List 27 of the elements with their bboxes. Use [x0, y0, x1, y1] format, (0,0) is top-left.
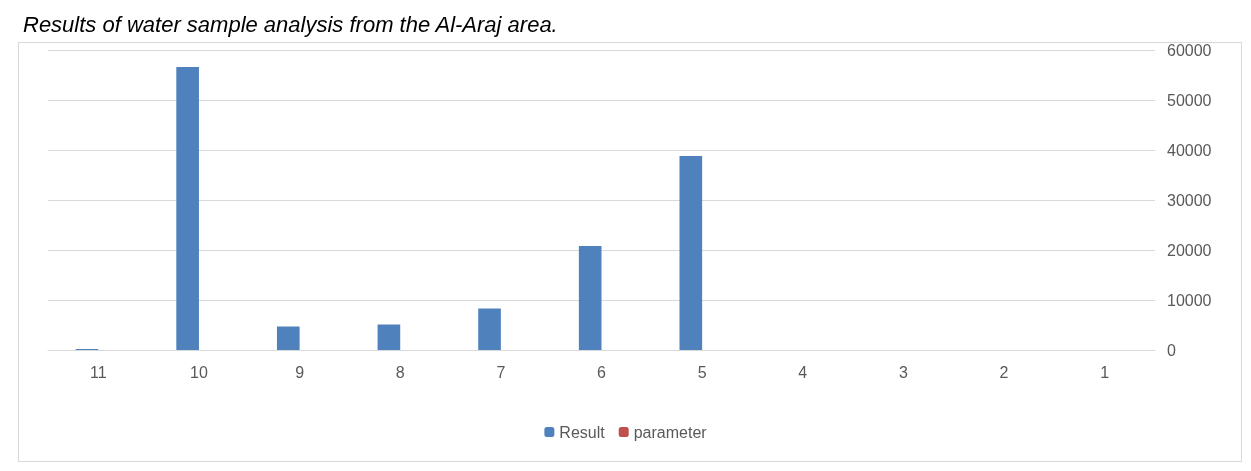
x-tick-label: 4 — [798, 363, 808, 381]
legend-label: Result — [559, 423, 606, 441]
y-tick-label: 0 — [1167, 341, 1176, 359]
x-tick-label: 3 — [898, 363, 908, 381]
y-tick-label: 30000 — [1167, 191, 1212, 209]
y-tick-label: 40000 — [1167, 141, 1212, 159]
x-tick-label: 6 — [597, 363, 607, 381]
y-tick-label: 10000 — [1167, 291, 1212, 309]
x-tick-label: 5 — [697, 363, 707, 381]
bar — [578, 246, 602, 350]
x-tick-label: 9 — [295, 363, 305, 381]
x-tick-label: 11 — [90, 363, 107, 381]
y-tick-label: 60000 — [1167, 41, 1212, 59]
x-tick-label: 1 — [1100, 363, 1110, 381]
bar — [679, 156, 703, 350]
bar — [478, 308, 501, 350]
x-tick-label: 7 — [496, 363, 506, 381]
y-tick-label: 20000 — [1167, 241, 1212, 259]
x-tick-label: 8 — [395, 363, 405, 381]
legend-label: parameter — [633, 423, 708, 441]
bar — [377, 324, 401, 350]
bar — [176, 67, 199, 350]
x-tick-label: 10 — [190, 363, 208, 381]
x-tick-label: 2 — [999, 363, 1009, 381]
bar — [276, 326, 300, 350]
chart-title: Results of water sample analysis from the Al-Araj area. — [23, 11, 558, 37]
y-tick-label: 50000 — [1167, 91, 1212, 109]
